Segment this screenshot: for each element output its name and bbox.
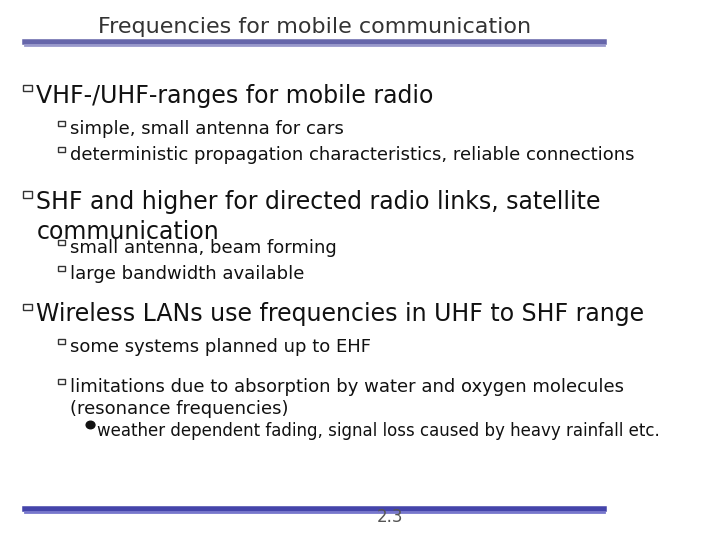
FancyBboxPatch shape — [58, 266, 65, 271]
FancyBboxPatch shape — [23, 191, 32, 198]
FancyBboxPatch shape — [58, 147, 65, 152]
Text: Frequencies for mobile communication: Frequencies for mobile communication — [98, 17, 531, 37]
FancyBboxPatch shape — [58, 122, 65, 126]
FancyBboxPatch shape — [58, 240, 65, 245]
FancyBboxPatch shape — [58, 380, 65, 384]
Text: weather dependent fading, signal loss caused by heavy rainfall etc.: weather dependent fading, signal loss ca… — [97, 422, 660, 440]
FancyBboxPatch shape — [23, 85, 32, 91]
Text: deterministic propagation characteristics, reliable connections: deterministic propagation characteristic… — [71, 146, 635, 164]
Text: small antenna, beam forming: small antenna, beam forming — [71, 239, 337, 256]
Text: 2.3: 2.3 — [377, 509, 403, 526]
Text: simple, small antenna for cars: simple, small antenna for cars — [71, 120, 344, 138]
Text: VHF-/UHF-ranges for mobile radio: VHF-/UHF-ranges for mobile radio — [37, 84, 434, 107]
FancyBboxPatch shape — [58, 339, 65, 344]
Circle shape — [86, 421, 95, 429]
Text: limitations due to absorption by water and oxygen molecules
(resonance frequenci: limitations due to absorption by water a… — [71, 378, 624, 418]
Text: Wireless LANs use frequencies in UHF to SHF range: Wireless LANs use frequencies in UHF to … — [37, 302, 644, 326]
Text: large bandwidth available: large bandwidth available — [71, 265, 305, 282]
Text: some systems planned up to EHF: some systems planned up to EHF — [71, 338, 372, 355]
FancyBboxPatch shape — [23, 303, 32, 310]
Text: SHF and higher for directed radio links, satellite
communication: SHF and higher for directed radio links,… — [37, 190, 601, 244]
